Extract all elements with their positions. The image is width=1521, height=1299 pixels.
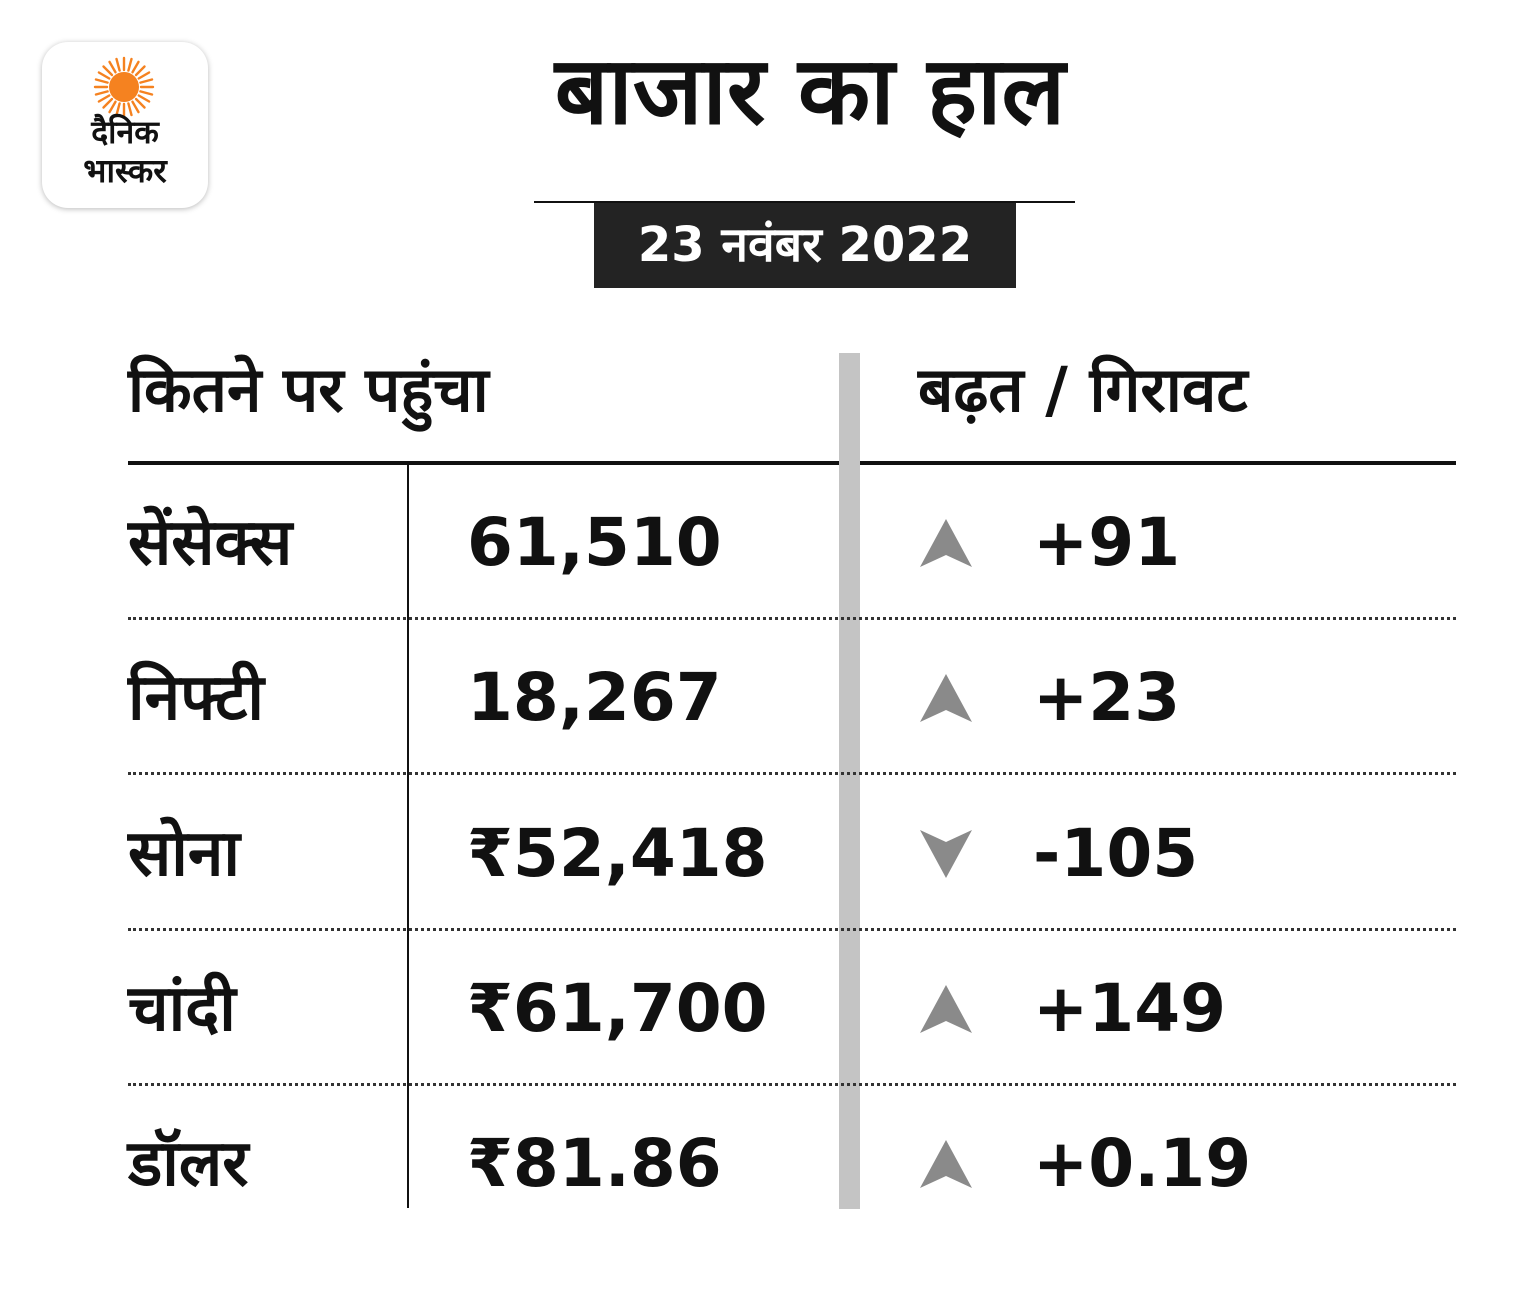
row-value: ₹52,418 — [467, 815, 768, 892]
sun-ray — [115, 102, 121, 117]
sun-ray — [108, 100, 117, 114]
row-name: सोना — [128, 817, 240, 891]
sun-ray — [137, 94, 151, 103]
sun-icon — [93, 56, 155, 118]
arrow-up-icon — [920, 1140, 972, 1188]
row-value: ₹81.86 — [467, 1125, 722, 1202]
sun-ray — [127, 102, 133, 117]
page-title: बाजार का हाल — [554, 37, 1066, 146]
row-change: +149 — [1033, 970, 1227, 1047]
row-name: डॉलर — [128, 1127, 249, 1201]
row-separator — [128, 772, 1456, 775]
row-name: निफ्टी — [128, 661, 264, 735]
sun-ray — [97, 94, 111, 103]
row-value: ₹61,700 — [467, 970, 768, 1047]
date-badge: 23 नवंबर 2022 — [594, 203, 1016, 288]
sun-ray — [137, 71, 151, 80]
row-name: सेंसेक्स — [128, 506, 293, 580]
row-value: 61,510 — [467, 504, 722, 581]
sun-ray — [94, 78, 109, 84]
table-row-dollar: डॉलर ₹81.86 +0.19 — [0, 1086, 1521, 1242]
logo-dainik-bhaskar: दैनिक भास्कर — [42, 42, 208, 208]
row-separator — [128, 617, 1456, 620]
row-name: चांदी — [128, 972, 236, 1046]
row-change: +0.19 — [1033, 1125, 1252, 1202]
arrow-up-icon — [920, 985, 972, 1033]
sun-ray — [131, 100, 140, 114]
sun-ray — [102, 65, 114, 77]
table-row-silver: चांदी ₹61,700 +149 — [0, 931, 1521, 1087]
row-value: 18,267 — [467, 659, 722, 736]
table-row-gold: सोना ₹52,418 -105 — [0, 776, 1521, 932]
sun-ray — [108, 60, 117, 74]
arrow-up-icon — [920, 674, 972, 722]
column-header-value: कितने पर पहुंचा — [128, 353, 489, 426]
title-underline — [534, 201, 1075, 203]
header-rule — [128, 461, 1456, 465]
logo-text-line1: दैनिक — [91, 113, 159, 151]
sun-ray — [94, 90, 109, 96]
name-value-divider — [407, 465, 409, 1208]
sun-ray — [131, 60, 140, 74]
sun-ray — [97, 71, 111, 80]
table-row-nifty: निफ्टी 18,267 +23 — [0, 620, 1521, 776]
row-change: +23 — [1033, 659, 1181, 736]
center-divider-bar — [839, 353, 860, 1209]
row-change: +91 — [1033, 504, 1181, 581]
sun-ray — [102, 97, 114, 109]
sun-ray — [139, 78, 154, 84]
arrow-down-icon — [920, 830, 972, 878]
table-row-sensex: सेंसेक्स 61,510 +91 — [0, 465, 1521, 621]
row-separator — [128, 928, 1456, 931]
sun-ray — [134, 65, 146, 77]
sun-ray — [115, 57, 121, 72]
arrow-up-icon — [920, 519, 972, 567]
row-separator — [128, 1083, 1456, 1086]
sun-ray — [139, 90, 154, 96]
sun-ray — [127, 57, 133, 72]
column-header-change: बढ़त / गिरावट — [918, 353, 1248, 426]
row-change: -105 — [1033, 815, 1199, 892]
sun-ray — [134, 97, 146, 109]
logo-text-line2: भास्कर — [83, 151, 167, 190]
